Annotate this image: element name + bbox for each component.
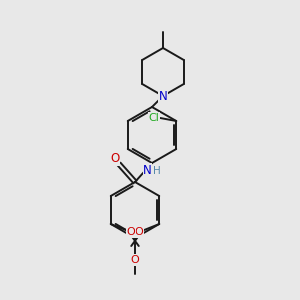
Text: O: O (126, 227, 135, 237)
Text: O: O (110, 152, 120, 166)
Text: H: H (153, 167, 160, 176)
Text: O: O (135, 227, 144, 237)
Text: Cl: Cl (149, 113, 160, 123)
Text: N: N (143, 164, 152, 177)
Text: O: O (130, 255, 140, 265)
Text: N: N (159, 89, 167, 103)
